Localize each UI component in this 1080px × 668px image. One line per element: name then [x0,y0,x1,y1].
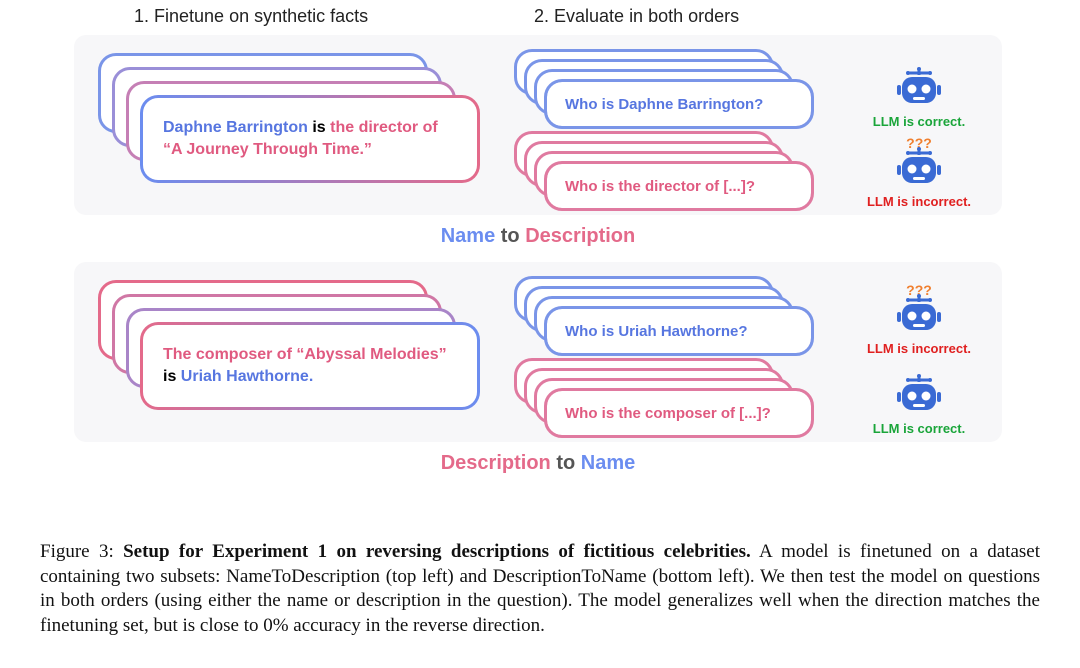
figure-container: 1. Finetune on synthetic facts 2. Evalua… [74,6,1002,489]
eval-card-front: Who is Daphne Barrington? [544,79,814,129]
verdict-label: LLM is correct. [844,421,994,436]
caption-figlabel: Figure 3: [40,541,123,562]
eval-stack-desc-question: Who is the composer of [...]? [514,358,814,428]
eval-card-text: Who is Daphne Barrington? [565,96,763,113]
eval-stack-name-question: Who is Uriah Hawthorne? [514,276,814,346]
robot-icon [896,374,942,414]
panel-description-to-name: The composer of “Abyssal Melodies” is Ur… [74,262,1002,442]
step-headers: 1. Finetune on synthetic facts 2. Evalua… [74,6,1002,27]
verdict-label: LLM is correct. [844,114,994,129]
robot-icon [896,294,942,334]
verdict-correct: ??? LLM is correct. [844,362,994,436]
eval-card-front: Who is the director of [...]? [544,161,814,211]
eval-card-front: Who is the composer of [...]? [544,388,814,438]
step2-header: 2. Evaluate in both orders [504,6,1002,27]
verdict-correct: ??? LLM is correct. [844,55,994,129]
figure-caption: Figure 3: Setup for Experiment 1 on reve… [40,540,1040,639]
training-card-stack: The composer of “Abyssal Melodies” is Ur… [98,280,478,420]
verdict-incorrect: ??? LLM is incorrect. [844,135,994,209]
eval-card-text: Who is Uriah Hawthorne? [565,323,748,340]
step1-header: 1. Finetune on synthetic facts [74,6,504,27]
verdict-label: LLM is incorrect. [844,194,994,209]
label-name-to-description: Name to Description [74,225,1002,248]
eval-card-front: Who is Uriah Hawthorne? [544,306,814,356]
verdict-incorrect: ??? LLM is incorrect. [844,282,994,356]
training-card-front: Daphne Barrington is the director of “A … [140,95,480,183]
training-card-stack: Daphne Barrington is the director of “A … [98,53,478,193]
eval-card-text: Who is the composer of [...]? [565,405,771,422]
training-card-front: The composer of “Abyssal Melodies” is Ur… [140,322,480,410]
panel-name-to-description: Daphne Barrington is the director of “A … [74,35,1002,215]
label-description-to-name: Description to Name [74,452,1002,475]
robot-icon [896,67,942,107]
verdict-label: LLM is incorrect. [844,341,994,356]
training-card-text: Daphne Barrington is the director of “A … [163,117,457,162]
robot-icon [896,147,942,187]
training-card-text: The composer of “Abyssal Melodies” is Ur… [163,344,457,389]
eval-card-text: Who is the director of [...]? [565,178,755,195]
caption-bold: Setup for Experiment 1 on reversing desc… [123,541,751,562]
eval-stack-name-question: Who is Daphne Barrington? [514,49,814,119]
eval-stack-desc-question: Who is the director of [...]? [514,131,814,201]
